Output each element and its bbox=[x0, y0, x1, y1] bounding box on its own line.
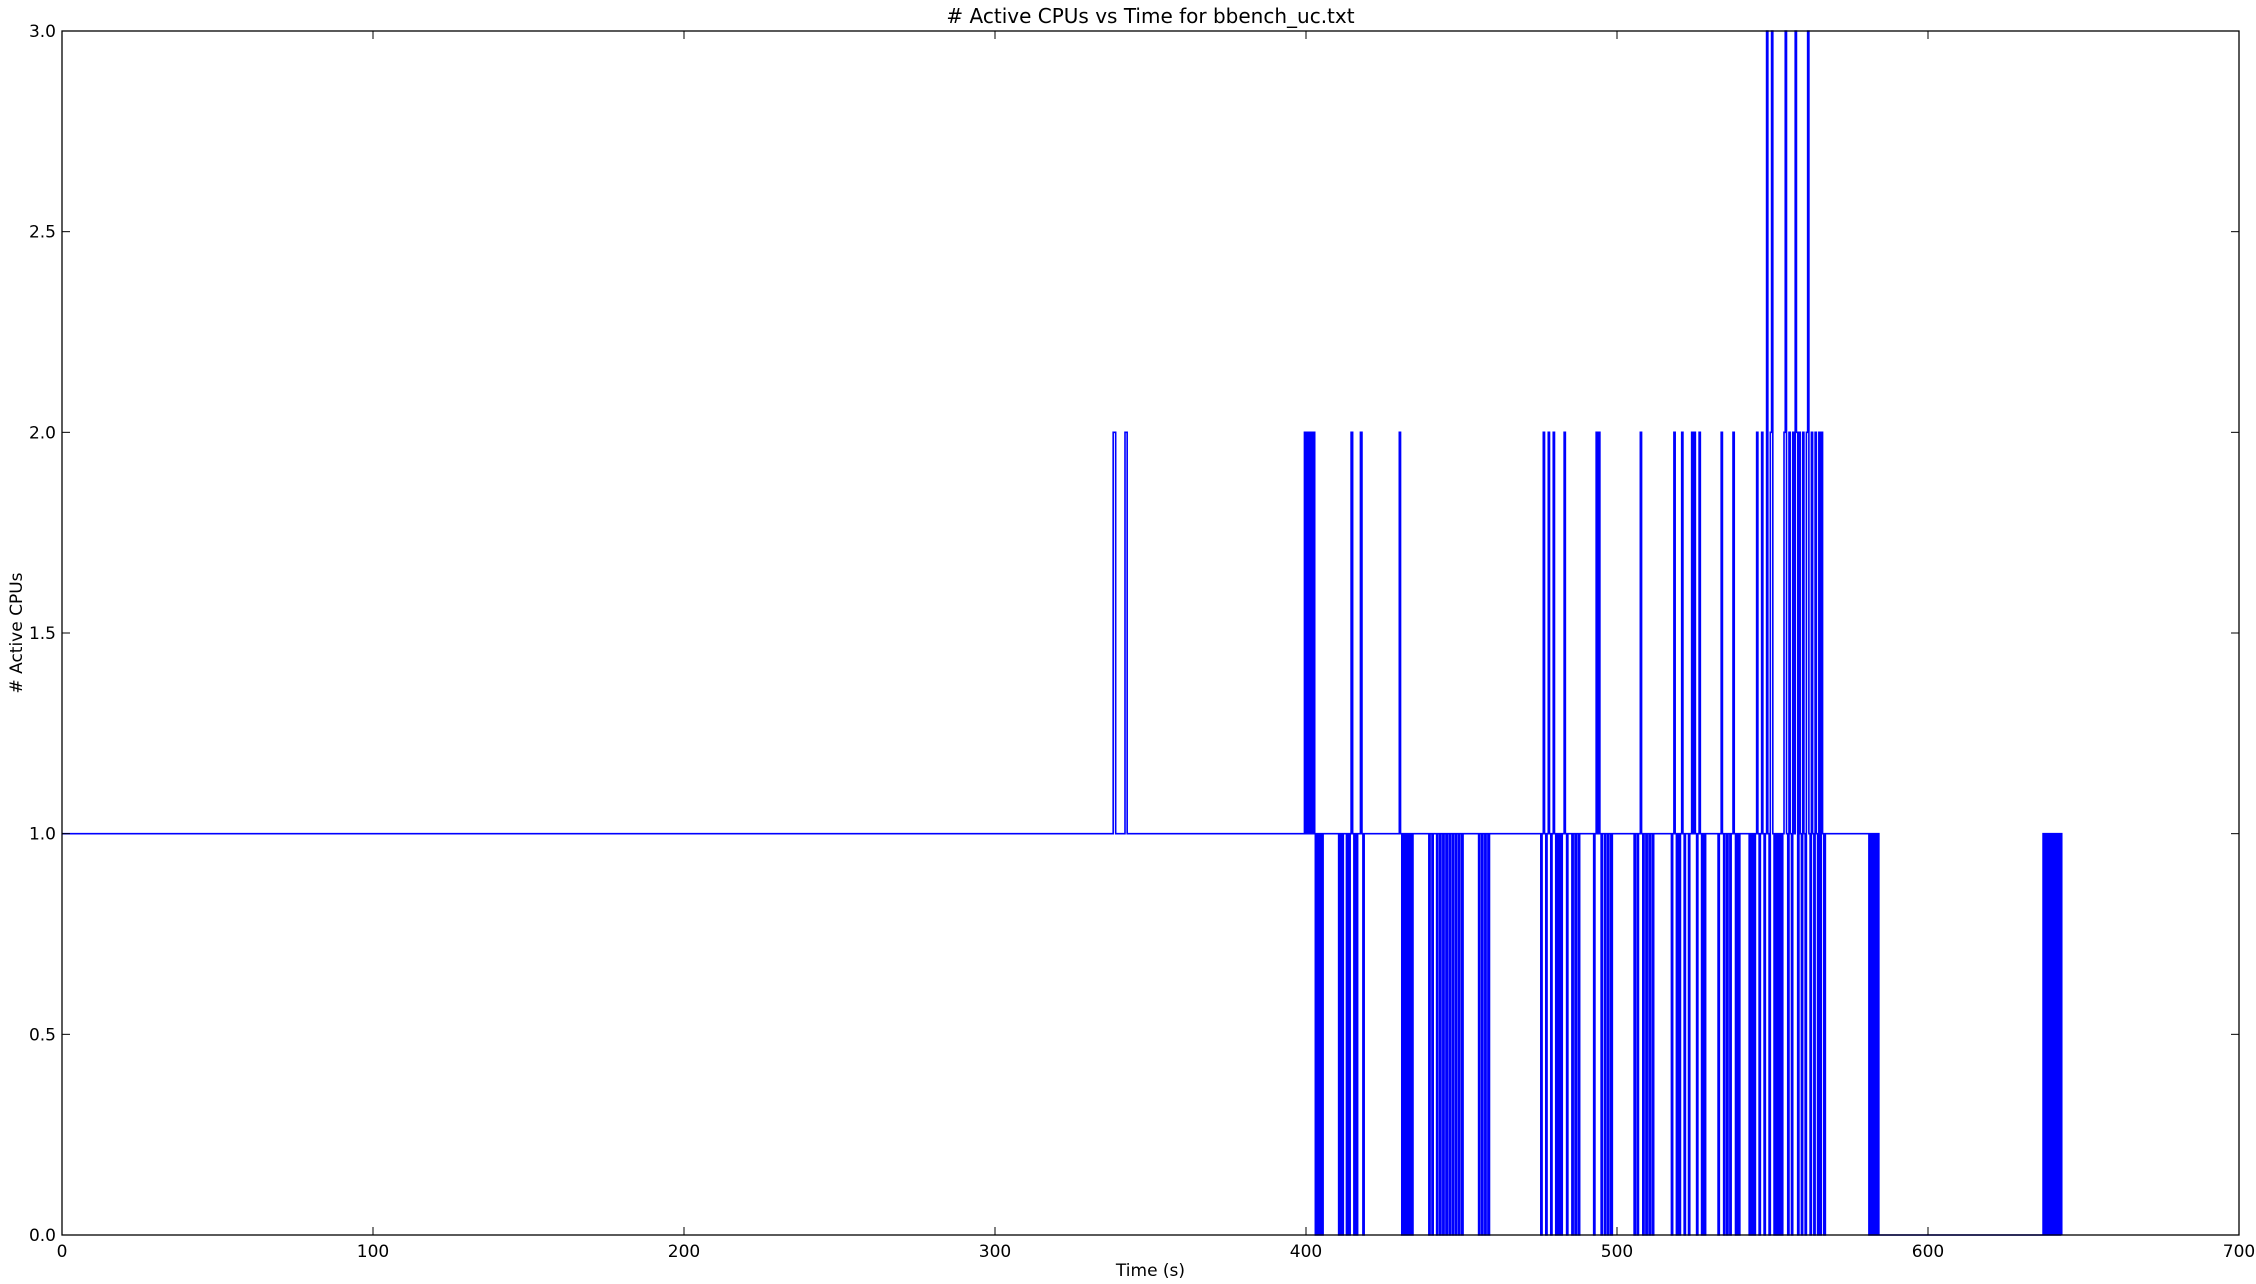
x-tick-label: 300 bbox=[979, 1242, 1011, 1262]
x-tick-label: 500 bbox=[1601, 1242, 1633, 1262]
x-tick-label: 200 bbox=[668, 1242, 700, 1262]
plot-frame bbox=[61, 30, 2240, 1236]
y-tick-label: 1.5 bbox=[29, 624, 56, 644]
y-tick-layer: 0.0 0.5 1.0 1.5 2.0 2.5 3.0 bbox=[29, 22, 2239, 1246]
y-tick-label: 2.5 bbox=[29, 223, 56, 243]
x-axis-title: Time (s) bbox=[1115, 1261, 1185, 1281]
x-tick-label: 600 bbox=[1912, 1242, 1944, 1262]
y-axis-title: # Active CPUs bbox=[7, 572, 27, 693]
x-tick-layer: 0 100 200 300 400 500 600 700 bbox=[57, 31, 2255, 1262]
chart-title: # Active CPUs vs Time for bbench_uc.txt bbox=[946, 4, 1354, 28]
y-tick-label: 0.5 bbox=[29, 1025, 56, 1045]
x-tick-label: 700 bbox=[2223, 1242, 2255, 1262]
x-tick-label: 0 bbox=[57, 1242, 68, 1262]
y-tick-label: 1.0 bbox=[29, 825, 56, 845]
x-tick-label: 100 bbox=[357, 1242, 389, 1262]
y-tick-label: 3.0 bbox=[29, 22, 56, 42]
y-tick-label: 2.0 bbox=[29, 423, 56, 443]
y-tick-label: 0.0 bbox=[29, 1226, 56, 1246]
x-tick-label: 400 bbox=[1290, 1242, 1322, 1262]
